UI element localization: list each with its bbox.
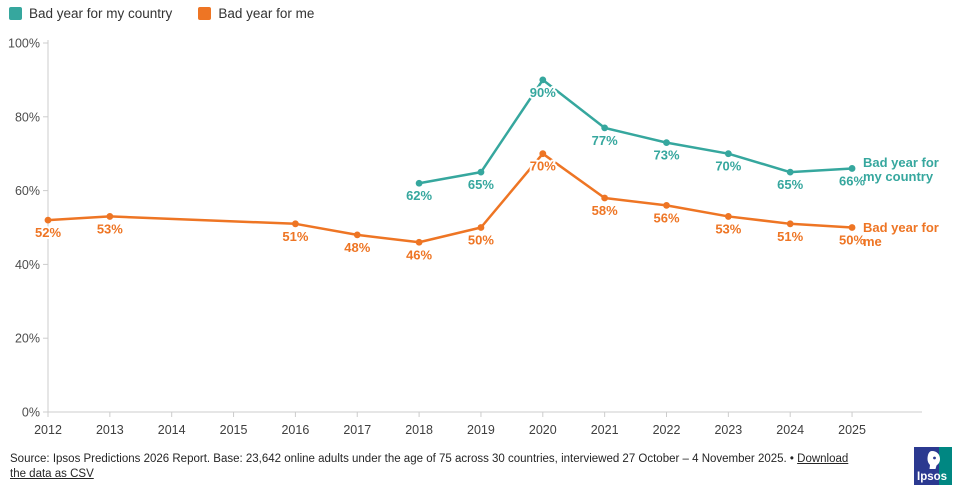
data-point[interactable] — [663, 201, 670, 209]
x-tick-label: 2019 — [467, 423, 495, 437]
x-tick-label: 2025 — [838, 423, 866, 437]
data-label: 51% — [777, 229, 803, 244]
data-label: 53% — [715, 221, 741, 236]
data-point[interactable] — [292, 220, 299, 228]
y-tick-label: 40% — [15, 258, 40, 272]
series-line-me — [46, 152, 854, 244]
logo-face-eye — [933, 456, 936, 460]
data-point[interactable] — [601, 194, 609, 202]
data-point[interactable] — [539, 150, 547, 158]
data-label: 50% — [839, 233, 865, 248]
source-text: Source: Ipsos Predictions 2026 Report. B… — [10, 453, 798, 465]
data-label: 48% — [344, 240, 370, 255]
download-csv-link[interactable]: Download the data as CSV — [10, 453, 849, 481]
data-point[interactable] — [601, 124, 609, 132]
logo-face-icon — [927, 451, 940, 469]
logo-teal-band — [939, 447, 952, 485]
data-point[interactable] — [786, 220, 794, 228]
data-label: 77% — [592, 133, 618, 148]
x-tick-label: 2015 — [220, 423, 248, 437]
x-tick-label: 2018 — [405, 423, 433, 437]
series-end-label-me: Bad year for me — [863, 220, 939, 249]
data-point[interactable] — [724, 150, 732, 158]
legend-item-me[interactable]: Bad year for me — [198, 6, 314, 21]
x-tick-label: 2021 — [591, 423, 619, 437]
data-point[interactable] — [786, 168, 794, 176]
data-point[interactable] — [724, 213, 732, 220]
data-label: 53% — [97, 221, 123, 236]
legend-swatch-me — [198, 7, 212, 20]
data-label: 73% — [653, 148, 679, 163]
y-tick-label: 20% — [15, 332, 40, 346]
data-label: 66% — [839, 173, 865, 188]
data-label: 65% — [468, 177, 494, 192]
data-label: 62% — [406, 188, 432, 203]
x-tick-label: 2012 — [34, 423, 62, 437]
data-point[interactable] — [539, 76, 547, 84]
ipsos-logo: Ipsos — [914, 447, 952, 485]
x-tick-label: 2024 — [776, 423, 804, 437]
data-label: 46% — [406, 247, 432, 262]
data-point[interactable] — [106, 213, 114, 220]
x-tick-label: 2017 — [343, 423, 371, 437]
data-label: 90% — [530, 85, 556, 100]
data-point[interactable] — [477, 168, 485, 176]
series-line-country — [417, 78, 854, 185]
data-label: 70% — [530, 159, 556, 174]
data-point[interactable] — [415, 238, 423, 246]
data-label: 50% — [468, 233, 494, 248]
x-tick-label: 2013 — [96, 423, 124, 437]
series-end-label-country: Bad year for my country — [863, 155, 939, 184]
data-point[interactable] — [848, 224, 856, 231]
x-tick-label: 2020 — [529, 423, 557, 437]
x-tick-label: 2023 — [714, 423, 742, 437]
x-tick-label: 2016 — [281, 423, 309, 437]
source-note: Source: Ipsos Predictions 2026 Report. B… — [10, 452, 858, 482]
data-label: 51% — [282, 229, 308, 244]
y-tick-label: 60% — [15, 184, 40, 198]
data-label: 65% — [777, 177, 803, 192]
legend: Bad year for my country Bad year for me — [9, 6, 314, 21]
data-point[interactable] — [848, 165, 856, 172]
data-point[interactable] — [663, 139, 670, 147]
data-label: 70% — [715, 159, 741, 174]
logo-text: Ipsos — [917, 471, 947, 483]
legend-item-country[interactable]: Bad year for my country — [9, 6, 172, 21]
legend-swatch-country — [9, 7, 22, 20]
y-tick-label: 0% — [22, 406, 40, 420]
data-label: 56% — [653, 210, 679, 225]
legend-label-me: Bad year for me — [218, 6, 315, 21]
data-point[interactable] — [477, 224, 485, 231]
data-point[interactable] — [353, 231, 361, 239]
x-tick-label: 2022 — [653, 423, 681, 437]
data-point[interactable] — [415, 179, 423, 187]
y-tick-label: 100% — [8, 37, 40, 51]
x-tick-label: 2014 — [158, 423, 186, 437]
y-tick-label: 80% — [15, 110, 40, 124]
legend-label-country: Bad year for my country — [29, 6, 173, 21]
data-label: 58% — [592, 203, 618, 218]
line-chart: 0% 20% 40% 60% 80% 100% 2012 2013 2014 2015 2016 20… — [8, 37, 922, 437]
data-label: 52% — [35, 225, 61, 240]
data-point[interactable] — [44, 216, 52, 224]
